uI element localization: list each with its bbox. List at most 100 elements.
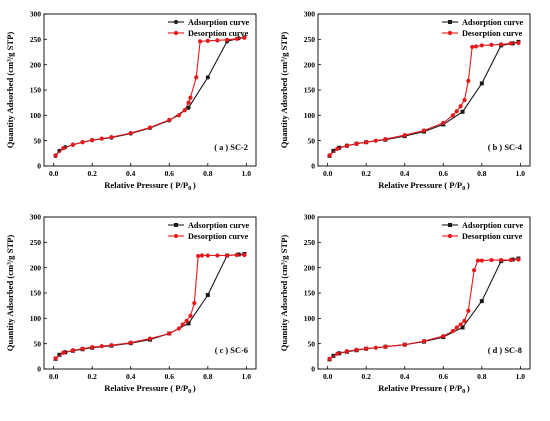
data-point (167, 117, 172, 122)
data-point (450, 328, 456, 334)
data-point (184, 318, 189, 323)
x-tick-label: 0.6 (439, 169, 449, 178)
legend-marker (448, 20, 452, 24)
legend-entry-adsorption: Adsorption curve (442, 221, 524, 230)
data-point (489, 257, 494, 263)
data-point (194, 75, 199, 80)
legend-entry-desorption: Desorption curve (168, 29, 249, 38)
series-line-adsorption (329, 258, 519, 360)
legend-label: Desorption curve (462, 232, 523, 241)
x-tick-label: 0.8 (477, 169, 487, 178)
data-point (57, 352, 62, 357)
y-tick-label: 100 (30, 314, 42, 323)
x-tick-label: 0.0 (49, 372, 59, 381)
y-tick-label: 150 (304, 86, 316, 95)
legend-label: Desorption curve (188, 29, 249, 38)
y-tick-label: 300 (304, 213, 316, 222)
legend-entry-desorption: Desorption curve (168, 232, 249, 241)
data-point (180, 322, 185, 327)
x-axis-title: Relative Pressure ( P/P0) (378, 180, 470, 192)
data-point (479, 258, 484, 263)
data-point (188, 313, 193, 318)
x-tick-label: 0.8 (203, 169, 213, 178)
y-tick-label: 50 (308, 339, 316, 348)
data-point (421, 339, 427, 344)
data-point (460, 109, 465, 114)
legend-marker (447, 233, 453, 239)
data-point (470, 44, 475, 50)
x-tick-label: 1.0 (516, 169, 526, 178)
chart-panel-4: 0 50 100 150 200 250 300 0.0 0.2 0.4 0.6 0.8 1.0 Rela… (279, 213, 531, 395)
data-point (479, 43, 484, 48)
x-tick-label: 1.0 (516, 372, 526, 381)
data-point (186, 105, 191, 110)
y-tick-label: 150 (304, 289, 316, 298)
series-line-adsorption (329, 41, 519, 157)
y-axis-title: Quantity Adsorbed (cm³/g STP) (279, 32, 289, 149)
data-point (196, 253, 201, 259)
legend-marker (448, 223, 452, 227)
data-point (224, 37, 230, 42)
data-point (458, 322, 463, 327)
data-point (234, 36, 239, 41)
y-tick-label: 0 (311, 162, 315, 171)
x-axis-title-subscript: 0 (462, 388, 465, 395)
y-tick-label: 250 (30, 35, 42, 44)
data-point (61, 350, 66, 355)
data-point (61, 146, 66, 151)
legend-label: Adsorption curve (462, 18, 524, 27)
x-axis-title-main: Relative Pressure ( P/P (104, 180, 188, 190)
data-point (199, 253, 205, 258)
legend-entry-adsorption: Adsorption curve (168, 221, 250, 230)
legend-entry-adsorption: Adsorption curve (442, 18, 524, 27)
x-tick-label: 0.2 (361, 169, 371, 178)
x-tick-label: 0.6 (165, 169, 175, 178)
data-point (354, 347, 359, 352)
data-point (402, 132, 407, 138)
data-point (473, 44, 479, 49)
data-point (364, 140, 369, 145)
data-point (335, 351, 340, 356)
x-tick-label: 0.4 (400, 169, 410, 178)
data-point (70, 348, 76, 353)
data-point (373, 345, 378, 350)
data-point (186, 321, 191, 326)
y-tick-label: 300 (30, 213, 42, 222)
x-tick-label: 1.0 (242, 169, 252, 178)
x-axis-title-subscript: 0 (188, 185, 191, 192)
chart-panel-1: 0 50 100 150 200 250 300 0.0 0.2 0.4 0.6 0.8 1.0 Rela… (5, 10, 257, 192)
data-point (205, 293, 210, 298)
panel-label: ( a ) SC-2 (214, 143, 248, 152)
chart-panel-2: 0 50 100 150 200 250 300 0.0 0.2 0.4 0.6 0.8 1.0 Rela… (279, 10, 531, 192)
legend-marker (173, 233, 179, 239)
data-point (354, 141, 359, 146)
y-tick-label: 0 (37, 162, 41, 171)
series-line-adsorption (55, 36, 245, 157)
series-line-adsorption (55, 253, 245, 360)
series-line-desorption (329, 42, 519, 156)
data-point (147, 125, 153, 130)
y-tick-label: 50 (308, 136, 316, 145)
data-point (128, 340, 133, 345)
data-point (90, 345, 95, 350)
data-point (224, 253, 230, 258)
data-point (508, 257, 513, 263)
legend-label: Adsorption curve (188, 18, 250, 27)
data-point (99, 344, 104, 349)
legend-entry-desorption: Desorption curve (442, 29, 523, 38)
legend-label: Desorption curve (462, 29, 523, 38)
x-axis-title-end: ) (193, 383, 196, 393)
x-axis-title-end: ) (467, 180, 470, 190)
data-point (198, 39, 203, 44)
x-tick-label: 0.0 (49, 169, 59, 178)
data-point (205, 38, 210, 43)
data-point (472, 268, 477, 273)
data-point (331, 148, 336, 153)
data-point (182, 108, 187, 113)
data-point (421, 128, 427, 133)
x-tick-label: 0.2 (87, 169, 97, 178)
x-tick-label: 0.4 (126, 372, 136, 381)
y-tick-label: 200 (304, 263, 316, 272)
data-point (462, 318, 467, 323)
